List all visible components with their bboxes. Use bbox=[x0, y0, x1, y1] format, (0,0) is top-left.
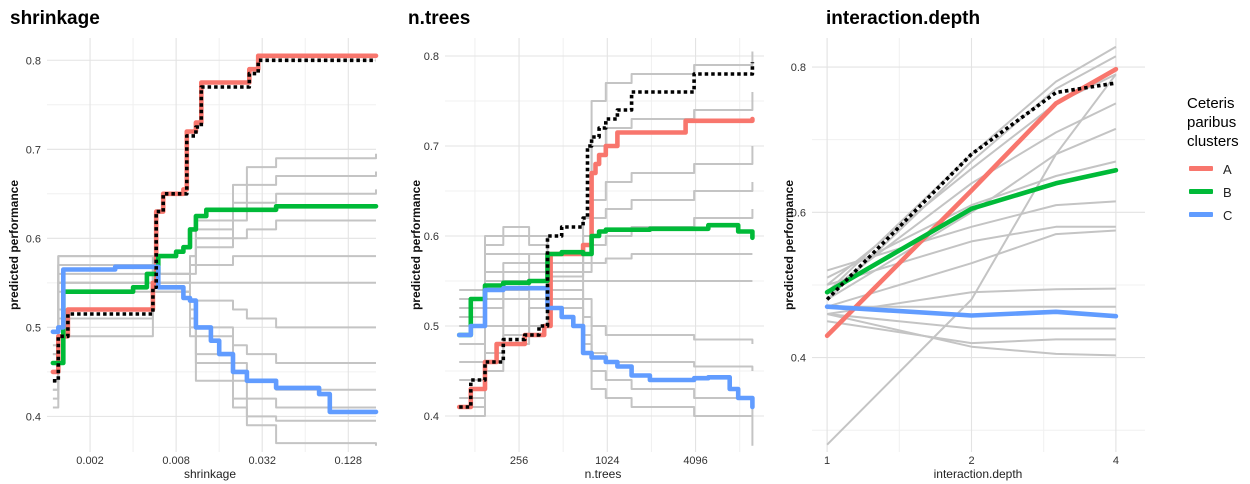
background-profile-line bbox=[826, 102, 1117, 293]
background-profile-line bbox=[52, 255, 377, 446]
major-gridlines bbox=[812, 38, 1145, 452]
average-profile-dashed-line bbox=[459, 62, 755, 409]
tick-labels: 0.4 0.5 0.6 0.7 0.8 0.002 0.008 0.032 0.128 bbox=[26, 55, 362, 467]
tick-labels: 0.4 0.6 0.8 1 2 4 bbox=[791, 62, 1119, 467]
x-tick-label: 256 bbox=[510, 455, 528, 467]
legend-label-b: B bbox=[1223, 185, 1232, 200]
background-profiles bbox=[459, 51, 754, 446]
x-tick-label: 4096 bbox=[683, 455, 707, 467]
average-profile-dashed-line bbox=[825, 81, 1117, 301]
cluster-c-line bbox=[824, 304, 1119, 319]
cluster-b-line bbox=[50, 204, 379, 366]
panel-1: 0.4 0.5 0.6 0.7 0.8 0.002 0.008 0.032 0.128 shrin… bbox=[7, 8, 379, 481]
background-profile-line bbox=[826, 287, 1116, 315]
x-axis-label: shrinkage bbox=[184, 467, 236, 481]
background-profile-line bbox=[827, 313, 1116, 330]
legend: Ceteris paribus clusters A B C bbox=[1187, 95, 1239, 223]
legend-key-b bbox=[1189, 189, 1213, 194]
background-profile-line bbox=[826, 73, 1117, 446]
legend-title-line-3: clusters bbox=[1187, 133, 1239, 150]
legend-title-line-1: Ceteris bbox=[1187, 95, 1235, 112]
cluster-series bbox=[50, 53, 379, 415]
y-tick-label: 0.8 bbox=[26, 55, 41, 67]
y-tick-label: 0.8 bbox=[424, 51, 439, 63]
legend-key-c bbox=[1189, 212, 1213, 217]
legend-label-a: A bbox=[1223, 162, 1232, 177]
x-tick-label: 0.002 bbox=[76, 455, 104, 467]
average-profile-dashed-line bbox=[52, 58, 376, 383]
x-tick-label: 4 bbox=[1113, 455, 1119, 467]
cluster-series bbox=[824, 66, 1119, 339]
minor-gridlines bbox=[812, 38, 1145, 452]
background-profile-line bbox=[52, 189, 377, 409]
background-profile-line bbox=[826, 127, 1117, 301]
y-tick-label: 0.5 bbox=[26, 322, 41, 334]
y-tick-label: 0.8 bbox=[791, 62, 806, 74]
y-axis-label: predicted performance bbox=[782, 180, 796, 310]
x-tick-label: 1 bbox=[824, 455, 830, 467]
cluster-c-line bbox=[50, 264, 379, 415]
background-profile-line bbox=[826, 320, 1116, 345]
y-tick-label: 0.6 bbox=[424, 231, 439, 243]
background-profile-line bbox=[826, 313, 1116, 357]
x-tick-label: 0.032 bbox=[248, 455, 276, 467]
x-axis-label: interaction.depth bbox=[934, 467, 1023, 481]
y-tick-label: 0.6 bbox=[26, 233, 41, 245]
x-tick-label: 0.008 bbox=[162, 455, 190, 467]
x-tick-label: 1024 bbox=[595, 455, 619, 467]
background-profile-line bbox=[826, 160, 1117, 279]
cluster-a-line bbox=[50, 53, 379, 375]
legend-title-line-2: paribus bbox=[1187, 114, 1236, 131]
x-tick-label: 2 bbox=[968, 455, 974, 467]
y-axis-label: predicted performance bbox=[7, 180, 21, 310]
legend-key-a bbox=[1189, 166, 1213, 171]
y-axis-label: predicted performance bbox=[409, 180, 423, 310]
y-tick-label: 0.4 bbox=[791, 353, 806, 365]
x-tick-label: 0.128 bbox=[335, 455, 363, 467]
background-profile-line bbox=[826, 45, 1117, 293]
panel-2: 0.4 0.5 0.6 0.7 0.8 256 1024 4096 n.trees n.trees… bbox=[408, 8, 764, 481]
panel-title: shrinkage bbox=[10, 8, 100, 29]
y-tick-label: 0.4 bbox=[26, 411, 41, 423]
y-tick-label: 0.4 bbox=[424, 411, 439, 423]
y-tick-label: 0.7 bbox=[26, 144, 41, 156]
background-profile-line bbox=[52, 153, 377, 364]
cluster-c-line bbox=[456, 285, 755, 410]
y-tick-label: 0.6 bbox=[791, 207, 806, 219]
background-profile-line bbox=[826, 229, 1116, 308]
cluster-series bbox=[456, 62, 755, 410]
x-axis-label: n.trees bbox=[585, 467, 622, 481]
legend-label-c: C bbox=[1223, 208, 1232, 223]
y-tick-label: 0.7 bbox=[424, 141, 439, 153]
background-profile-line bbox=[459, 253, 754, 371]
cluster-b-line bbox=[824, 167, 1119, 295]
panel-3: 0.4 0.6 0.8 1 2 4 interaction.depth interaction… bbox=[782, 8, 1145, 481]
panel-title: n.trees bbox=[408, 8, 470, 29]
tick-labels: 0.4 0.5 0.6 0.7 0.8 256 1024 4096 bbox=[424, 51, 708, 467]
cluster-b-line bbox=[456, 222, 755, 338]
y-tick-label: 0.5 bbox=[424, 321, 439, 333]
panel-title: interaction.depth bbox=[826, 8, 980, 29]
